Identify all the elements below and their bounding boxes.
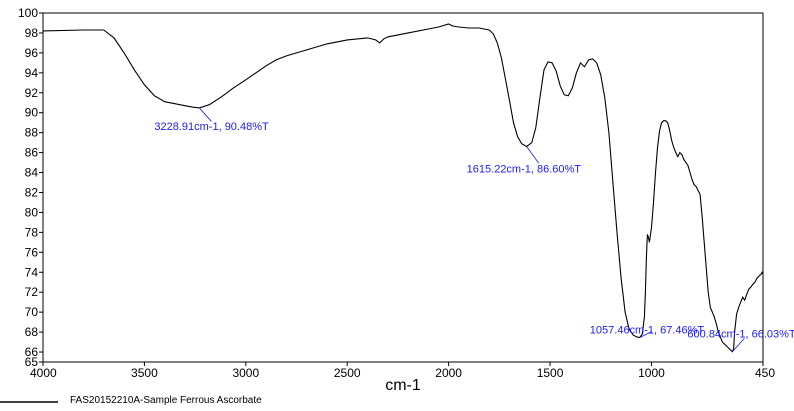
peak-annotation-label: 1615.22cm-1, 86.60%T xyxy=(467,164,582,176)
y-tick-label: 82 xyxy=(25,185,39,199)
x-tick-label: 3000 xyxy=(232,366,259,380)
y-tick-label: 100 xyxy=(18,6,38,20)
y-tick-label: 98 xyxy=(25,26,39,40)
annotation-leader xyxy=(199,107,212,122)
annotation-leader xyxy=(526,146,539,164)
peak-annotations: 3228.91cm-1, 90.48%T 1615.22cm-1, 86.60%T… xyxy=(154,107,794,352)
x-tick-label: 2000 xyxy=(435,366,462,380)
y-tick-label: 78 xyxy=(25,225,39,239)
y-tick-label: 65 xyxy=(25,355,39,369)
peak-annotation-label: 600.84cm-1, 66.03%T xyxy=(687,329,794,341)
x-axis-ticks: 4000 3500 3000 2500 2000 1500 1000 450 xyxy=(30,362,775,380)
y-tick-label: 86 xyxy=(25,146,39,160)
legend-description: Ferrous Ascorbate xyxy=(180,395,262,406)
y-axis-ticks: 66 68 70 72 74 76 78 80 82 84 86 88 90 92 94 96 98 100 65 xyxy=(18,6,43,369)
y-tick-label: 96 xyxy=(25,46,39,60)
y-tick-label: 74 xyxy=(25,265,39,279)
legend-sample-name: FAS20152210A-Sample xyxy=(70,395,178,406)
annotation-leader xyxy=(639,331,652,338)
y-tick-label: 76 xyxy=(25,245,39,259)
y-tick-label: 94 xyxy=(25,66,39,80)
x-tick-label: 3500 xyxy=(131,366,158,380)
x-axis-title: cm-1 xyxy=(385,377,421,394)
x-tick-label: 450 xyxy=(755,366,775,380)
plot-frame xyxy=(42,12,764,363)
y-tick-label: 90 xyxy=(25,106,39,120)
y-tick-label: 68 xyxy=(25,325,39,339)
x-tick-label: 2500 xyxy=(334,366,361,380)
spectrum-line xyxy=(42,23,764,353)
y-tick-label: 84 xyxy=(25,166,39,180)
peak-annotation-label: 3228.91cm-1, 90.48%T xyxy=(154,121,269,133)
x-tick-label: 1000 xyxy=(638,366,665,380)
x-tick-label: 1500 xyxy=(537,366,564,380)
y-tick-label: 66 xyxy=(25,345,39,359)
y-tick-label: 92 xyxy=(25,86,39,100)
y-tick-label: 72 xyxy=(25,285,39,299)
annotation-leader xyxy=(732,337,745,352)
y-tick-label: 80 xyxy=(25,205,39,219)
y-tick-label: 88 xyxy=(25,126,39,140)
peak-annotation-label: 1057.46cm-1, 67.46%T xyxy=(590,324,705,336)
x-tick-label: 4000 xyxy=(30,366,57,380)
y-tick-label: 70 xyxy=(25,305,39,319)
